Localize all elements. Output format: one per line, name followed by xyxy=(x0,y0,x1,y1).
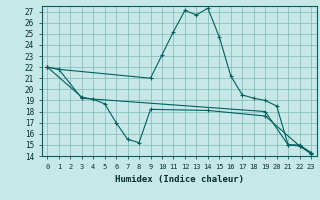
X-axis label: Humidex (Indice chaleur): Humidex (Indice chaleur) xyxy=(115,175,244,184)
